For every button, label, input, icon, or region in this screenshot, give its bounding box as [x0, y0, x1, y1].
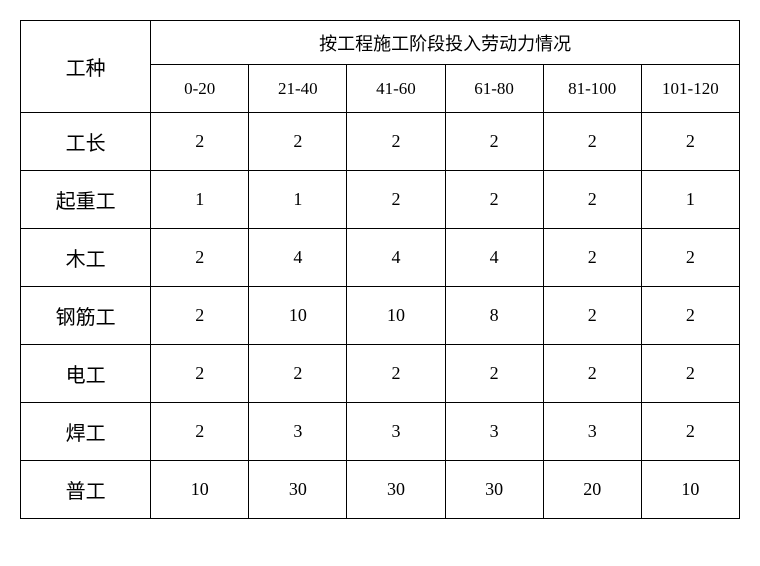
group-header: 按工程施工阶段投入劳动力情况: [151, 21, 740, 65]
cell: 3: [347, 403, 445, 461]
cell: 2: [151, 345, 249, 403]
column-header: 41-60: [347, 65, 445, 113]
cell: 10: [347, 287, 445, 345]
row-header-label: 工种: [21, 21, 151, 113]
cell: 10: [151, 461, 249, 519]
cell: 10: [641, 461, 739, 519]
cell: 2: [151, 113, 249, 171]
cell: 3: [543, 403, 641, 461]
cell: 2: [151, 403, 249, 461]
table-row: 钢筋工 2 10 10 8 2 2: [21, 287, 740, 345]
cell: 1: [641, 171, 739, 229]
column-header: 61-80: [445, 65, 543, 113]
table-row: 起重工 1 1 2 2 2 1: [21, 171, 740, 229]
cell: 1: [249, 171, 347, 229]
cell: 2: [445, 345, 543, 403]
cell: 2: [347, 171, 445, 229]
cell: 30: [445, 461, 543, 519]
cell: 2: [543, 229, 641, 287]
cell: 4: [249, 229, 347, 287]
cell: 3: [445, 403, 543, 461]
cell: 2: [445, 171, 543, 229]
row-label: 钢筋工: [21, 287, 151, 345]
cell: 2: [543, 171, 641, 229]
cell: 3: [249, 403, 347, 461]
table-header-row-1: 工种 按工程施工阶段投入劳动力情况: [21, 21, 740, 65]
cell: 30: [347, 461, 445, 519]
cell: 2: [641, 403, 739, 461]
cell: 4: [347, 229, 445, 287]
column-header: 0-20: [151, 65, 249, 113]
table-row: 焊工 2 3 3 3 3 2: [21, 403, 740, 461]
cell: 2: [543, 287, 641, 345]
cell: 2: [641, 287, 739, 345]
cell: 2: [543, 113, 641, 171]
cell: 2: [347, 345, 445, 403]
table-row: 工长 2 2 2 2 2 2: [21, 113, 740, 171]
table-row: 木工 2 4 4 4 2 2: [21, 229, 740, 287]
cell: 2: [641, 113, 739, 171]
table-row: 电工 2 2 2 2 2 2: [21, 345, 740, 403]
cell: 1: [151, 171, 249, 229]
cell: 2: [445, 113, 543, 171]
labor-table: 工种 按工程施工阶段投入劳动力情况 0-20 21-40 41-60 61-80…: [20, 20, 740, 519]
cell: 2: [641, 229, 739, 287]
row-label: 起重工: [21, 171, 151, 229]
cell: 2: [641, 345, 739, 403]
cell: 8: [445, 287, 543, 345]
cell: 2: [151, 229, 249, 287]
row-label: 焊工: [21, 403, 151, 461]
cell: 2: [347, 113, 445, 171]
table-row: 普工 10 30 30 30 20 10: [21, 461, 740, 519]
cell: 4: [445, 229, 543, 287]
row-label: 电工: [21, 345, 151, 403]
table-body: 工长 2 2 2 2 2 2 起重工 1 1 2 2 2 1 木工 2 4 4 …: [21, 113, 740, 519]
row-label: 工长: [21, 113, 151, 171]
column-header: 21-40: [249, 65, 347, 113]
cell: 2: [151, 287, 249, 345]
row-label: 普工: [21, 461, 151, 519]
column-header: 81-100: [543, 65, 641, 113]
cell: 2: [249, 113, 347, 171]
cell: 30: [249, 461, 347, 519]
row-label: 木工: [21, 229, 151, 287]
column-header: 101-120: [641, 65, 739, 113]
cell: 2: [249, 345, 347, 403]
cell: 10: [249, 287, 347, 345]
cell: 2: [543, 345, 641, 403]
cell: 20: [543, 461, 641, 519]
